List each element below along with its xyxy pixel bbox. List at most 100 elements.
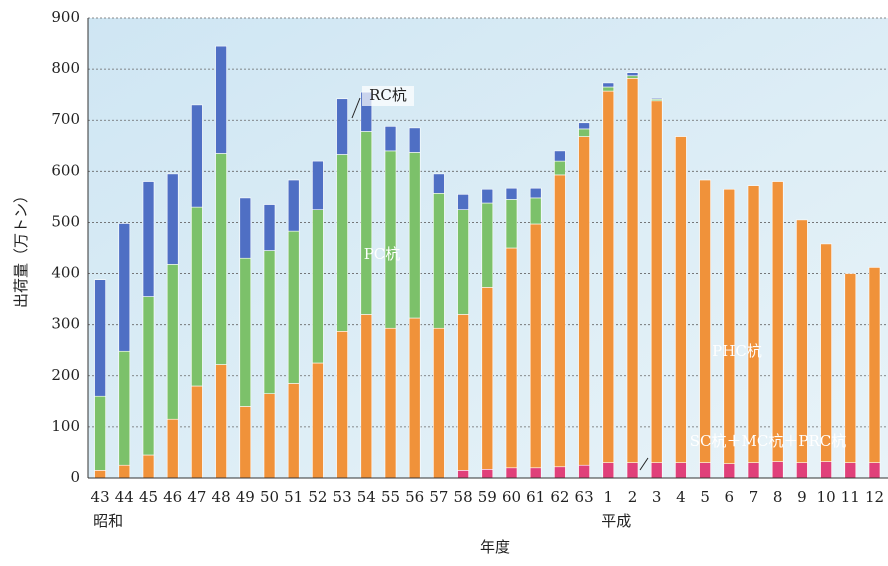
x-tick-label: 10 [817,488,836,506]
bar-segment [94,470,106,479]
y-axis-label: 出荷量（万トン） [12,188,30,308]
bar-segment [602,462,615,479]
bar-segment [650,97,663,100]
x-tick-label: 52 [308,488,327,506]
bar-segment [650,100,663,463]
bar-segment [360,131,373,315]
x-tick-label: 3 [652,488,662,506]
x-tick-label: 54 [357,488,376,506]
bar-segment [384,150,397,329]
bar-segment [191,385,203,479]
bar-segment [554,160,566,176]
bar-segment [433,193,445,329]
bar-segment [554,466,566,479]
x-tick-label: 47 [187,488,206,506]
x-tick-label: 50 [260,488,279,506]
bar-segment [723,188,736,464]
bar-segment [215,45,227,154]
x-tick-label: 7 [749,488,759,506]
bar-segment [602,82,615,88]
bar-segment [747,185,760,463]
bar-segment [118,350,131,466]
y-tick-label: 0 [70,468,80,486]
bar-segment [602,90,615,463]
bar-segment [457,209,469,315]
x-tick-label: 43 [91,488,110,506]
bar-segment [433,327,445,479]
bar-segment [312,209,324,364]
bar-segment [505,467,518,479]
bar-segment [505,187,518,200]
y-tick-label: 800 [51,59,80,77]
y-tick-label: 600 [51,161,80,179]
x-tick-label: 4 [676,488,686,506]
bar-segment [408,127,421,153]
bar-segment [287,383,300,479]
bar-segment [215,364,227,479]
bar-segment [699,462,711,479]
x-tick-label: 5 [700,488,710,506]
bar-segment [384,126,397,152]
bar-segment [820,461,832,479]
bar-segment [166,173,179,265]
bar-segment [675,136,687,463]
bar-segment [796,219,808,463]
bar-segment [578,128,590,137]
bar-segment [529,223,542,469]
bar-segment [529,467,542,479]
bar-segment [481,202,494,288]
leader-line [351,97,361,119]
bar-segment [312,362,324,479]
bar-segment [408,152,421,319]
x-tick-label: 12 [865,488,884,506]
bar-segment [505,247,518,469]
bar-segment [239,406,252,479]
bar-segment [529,197,542,225]
bar-segment [626,78,639,463]
bar-segment [118,223,131,352]
bar-segment [263,204,276,251]
bar-segment [94,395,106,471]
era-label: 昭和 [93,512,123,530]
bar-segment [118,464,131,479]
bar-segment [505,199,518,249]
bar-segment [650,462,663,479]
bar-segment [457,194,469,210]
bar-segment [191,104,203,208]
bar-segment [796,462,808,479]
x-tick-label: 49 [236,488,255,506]
bar-segment [287,230,300,384]
x-tick-label: 1 [604,488,614,506]
bar-segment [578,464,590,479]
series-label: RC杭 [369,86,407,104]
bar-segment [457,314,469,471]
bar-segment [384,327,397,479]
x-tick-label: 48 [212,488,231,506]
bar-segment [239,197,252,259]
bar-segment [868,462,881,479]
bar-segment [142,181,155,297]
bar-segment [360,314,373,479]
bar-segment [191,206,203,387]
y-tick-label: 900 [51,8,80,26]
y-tick-label: 700 [51,110,80,128]
x-tick-label: 6 [725,488,735,506]
bar-segment [336,98,348,155]
bar-segment [408,317,421,479]
x-tick-label: 44 [115,488,134,506]
bar-segment [626,462,639,479]
bar-segment [166,264,179,420]
y-tick-label: 400 [51,264,80,282]
x-tick-label: 8 [773,488,783,506]
bar-segment [239,257,252,407]
bar-segment [481,469,494,479]
bar-segment [142,454,155,479]
bar-segment [626,75,639,79]
x-tick-label: 2 [628,488,638,506]
bar-segment [578,136,590,466]
bar-segment [844,462,857,479]
x-tick-label: 53 [333,488,352,506]
bar-segment [481,287,494,470]
bar-segment [675,462,687,479]
